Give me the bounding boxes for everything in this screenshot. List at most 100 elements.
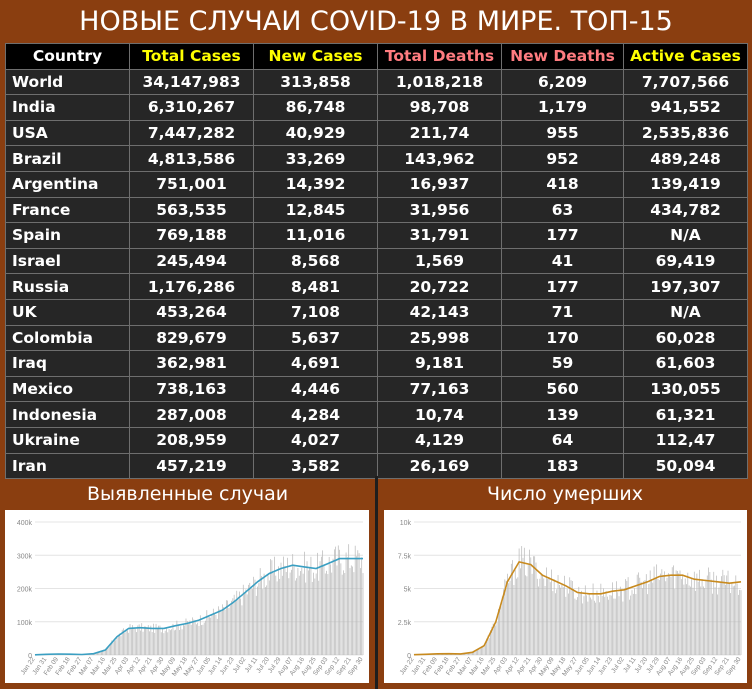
cell-new-deaths: 560 [501,375,624,403]
bar [305,582,307,655]
bar [642,588,643,655]
bar [561,584,563,655]
bar [334,549,335,655]
cell-country: France [5,196,130,224]
bar [732,586,734,655]
bar [357,550,359,655]
cell-country: Argentina [5,170,130,198]
bar [609,595,611,655]
bar [340,563,342,655]
bar [583,596,585,655]
bar [531,573,533,655]
bar [648,583,650,655]
bar [721,576,722,655]
cell-active-cases: N/A [623,222,748,249]
bar [562,587,564,655]
header-total-deaths: Total Deaths [377,43,502,70]
bar [265,587,266,655]
bar [203,622,205,655]
bar [212,608,214,655]
cell-total-cases: 563,535 [129,196,254,224]
bar [146,627,148,655]
table-row: Argentina 751,001 14,392 16,937 418 139,419 [5,170,748,198]
bar [599,602,600,655]
bar [715,575,717,655]
bar [649,570,651,655]
bar [188,624,189,655]
bar [233,594,235,655]
bar [657,579,659,655]
bar [569,577,571,655]
bar [244,592,245,655]
bar [474,650,476,655]
bar [518,548,520,655]
bar [190,624,192,655]
bar [332,558,334,655]
bar [727,570,729,655]
bar [693,571,695,655]
bar [138,624,140,655]
page-title: НОВЫЕ СЛУЧАИ COVID-19 В МИРЕ. ТОП-15 [0,0,752,42]
bar [181,629,183,655]
bar [253,576,255,655]
bar [560,587,561,655]
bar [276,581,278,655]
bar [339,549,340,655]
bar [315,573,317,655]
y-tick-label: 7.5k [398,553,412,560]
bar [349,568,351,655]
bar [586,595,587,655]
bar [170,630,171,655]
bar [686,584,687,655]
bar [510,563,512,655]
bar [361,557,363,655]
bar [300,571,301,655]
bar [210,617,212,655]
bar [725,584,726,655]
cell-new-cases: 7,108 [253,298,378,326]
bar [603,588,604,655]
bar [133,627,135,655]
bar [483,644,485,655]
bar [500,606,502,655]
bar [196,624,197,655]
bar [604,596,606,655]
bar [596,590,598,655]
bar [341,574,343,655]
bar [291,569,292,655]
bar [306,561,308,655]
bar [318,580,320,655]
bar [162,628,163,655]
cell-new-deaths: 952 [501,145,624,172]
bar [216,618,218,655]
bar [272,572,274,655]
bar [503,589,504,655]
cell-new-cases: 11,016 [253,222,378,249]
cell-total-cases: 769,188 [129,222,254,249]
bar [558,585,560,655]
cell-active-cases: N/A [623,298,748,326]
table-row: Brazil 4,813,586 33,269 143,962 952 489,248 [5,145,748,172]
bar [481,647,482,655]
bar [538,586,539,655]
bar [719,581,721,655]
table-row: France 563,535 12,845 31,956 63 434,782 [5,196,748,224]
bar [713,571,715,655]
bar [235,600,236,655]
bar [160,632,162,655]
bar [534,556,536,655]
bar [314,578,316,655]
y-tick-label: 5k [404,587,412,594]
bar [205,620,206,655]
bar [644,580,646,655]
bar [313,572,314,655]
bar [115,640,117,655]
table-header-row: Country Total Cases New Cases Total Deat… [5,43,748,70]
bar [99,651,101,655]
bar [241,605,243,655]
cases-section-title: Выявленные случаи [86,483,289,505]
bar [158,625,160,655]
bar [509,580,511,655]
bar [227,600,228,655]
